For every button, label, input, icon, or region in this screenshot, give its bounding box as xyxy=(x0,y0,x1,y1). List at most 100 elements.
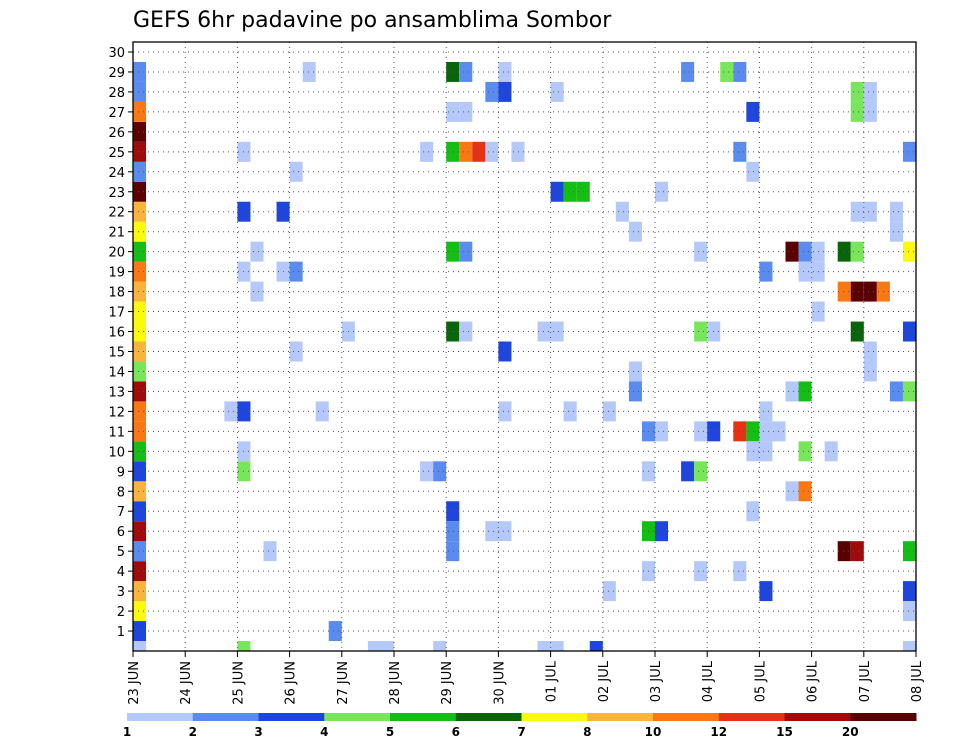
heatmap-cell xyxy=(589,641,603,651)
heatmap-cell xyxy=(133,81,147,102)
heatmap-cell xyxy=(133,221,147,242)
heatmap-cell xyxy=(446,501,460,522)
heatmap-cell xyxy=(446,541,460,562)
heatmap-cell xyxy=(133,341,147,362)
heatmap-cell xyxy=(133,281,147,302)
y-tick-label: 26 xyxy=(108,126,125,141)
heatmap-cell xyxy=(785,481,799,502)
colorbar-segment xyxy=(390,713,457,721)
heatmap-cell xyxy=(133,401,147,422)
heatmap-cell xyxy=(133,261,147,282)
heatmap-cell xyxy=(628,221,642,242)
heatmap-cell xyxy=(433,641,447,651)
heatmap-cell xyxy=(133,481,147,502)
colorbar-segment xyxy=(718,713,785,721)
heatmap-cell xyxy=(850,541,864,562)
y-axis: 1234567891011121314151617181920212223242… xyxy=(108,46,133,640)
heatmap-cell xyxy=(133,61,147,82)
heatmap-cell xyxy=(837,541,851,562)
colorbar-segment xyxy=(521,713,588,721)
y-tick-label: 30 xyxy=(108,46,125,61)
colorbar-label: 1 xyxy=(123,725,131,739)
heatmap-cell xyxy=(485,81,499,102)
y-tick-label: 9 xyxy=(117,465,125,480)
y-tick-label: 29 xyxy=(108,66,125,81)
heatmap-cell xyxy=(133,301,147,322)
heatmap-cell xyxy=(759,581,773,602)
heatmap-cell xyxy=(889,381,903,402)
heatmap-cell xyxy=(798,481,812,502)
heatmap-cell xyxy=(133,161,147,182)
heatmap-cell xyxy=(498,81,512,102)
y-tick-label: 12 xyxy=(108,405,125,420)
y-tick-label: 20 xyxy=(108,246,125,261)
heatmap-cell xyxy=(720,61,734,82)
heatmap-cell xyxy=(902,241,916,262)
heatmap-cell xyxy=(902,381,916,402)
heatmap-cell xyxy=(694,321,708,342)
heatmap-cell xyxy=(263,541,277,562)
colorbar-segment xyxy=(324,713,391,721)
heatmap-cell xyxy=(746,101,760,122)
heatmap-cell xyxy=(863,201,877,222)
y-tick-label: 19 xyxy=(108,266,125,281)
heatmap-cell xyxy=(367,641,381,651)
heatmap-cell xyxy=(850,281,864,302)
heatmap-cell xyxy=(863,361,877,382)
heatmap-cell xyxy=(694,241,708,262)
heatmap-cell xyxy=(902,641,916,651)
heatmap-cell xyxy=(863,281,877,302)
y-tick-label: 5 xyxy=(117,545,125,560)
y-tick-label: 21 xyxy=(108,226,125,241)
heatmap-cell xyxy=(498,341,512,362)
heatmap-cell xyxy=(380,641,394,651)
colorbar-label: 7 xyxy=(517,725,525,739)
x-tick-label: 29 JUN xyxy=(440,661,455,705)
heatmap-cell xyxy=(289,261,303,282)
heatmap-cell xyxy=(798,241,812,262)
heatmap-cell xyxy=(133,421,147,442)
heatmap-cell xyxy=(602,581,616,602)
heatmap-cell xyxy=(302,61,316,82)
heatmap-cell xyxy=(655,181,669,202)
heatmap-cell xyxy=(733,561,747,582)
heatmap-cell xyxy=(446,521,460,542)
x-tick-label: 05 JUL xyxy=(753,660,768,702)
heatmap-cell xyxy=(655,521,669,542)
heatmap-cell xyxy=(863,81,877,102)
heatmap-cell xyxy=(850,321,864,342)
heatmap-cell xyxy=(133,121,147,142)
x-tick-label: 24 JUN xyxy=(179,661,194,705)
heatmap-cell xyxy=(133,461,147,482)
y-tick-label: 15 xyxy=(108,345,125,360)
heatmap-cell xyxy=(133,561,147,582)
heatmap-cell xyxy=(498,401,512,422)
colorbar-segment xyxy=(192,713,259,721)
colorbar-label: 8 xyxy=(583,725,591,739)
heatmap-cell xyxy=(315,401,329,422)
heatmap-cell xyxy=(550,321,564,342)
colorbar-segment xyxy=(258,713,325,721)
heatmap-cell xyxy=(759,401,773,422)
heatmap-cell xyxy=(446,141,460,162)
heatmap-cell xyxy=(133,601,147,622)
y-tick-label: 11 xyxy=(108,425,125,440)
heatmap-cell xyxy=(133,241,147,262)
x-tick-label: 30 JUN xyxy=(492,661,507,705)
colorbar-label: 4 xyxy=(320,725,328,739)
heatmap-cell xyxy=(733,61,747,82)
heatmap-cell xyxy=(863,341,877,362)
y-tick-label: 1 xyxy=(117,625,125,640)
heatmap-cell xyxy=(759,441,773,462)
colorbar-segment xyxy=(587,713,654,721)
heatmap-cell xyxy=(459,101,473,122)
x-tick-label: 27 JUN xyxy=(336,661,351,705)
x-tick-label: 06 JUL xyxy=(806,660,821,702)
colorbar-label: 3 xyxy=(254,725,262,739)
colorbar-label: 10 xyxy=(645,725,662,739)
heatmap-cell xyxy=(681,461,695,482)
heatmap-cell xyxy=(133,521,147,542)
heatmap-cell xyxy=(902,541,916,562)
heatmap-cell xyxy=(785,381,799,402)
heatmap-cell xyxy=(250,241,264,262)
